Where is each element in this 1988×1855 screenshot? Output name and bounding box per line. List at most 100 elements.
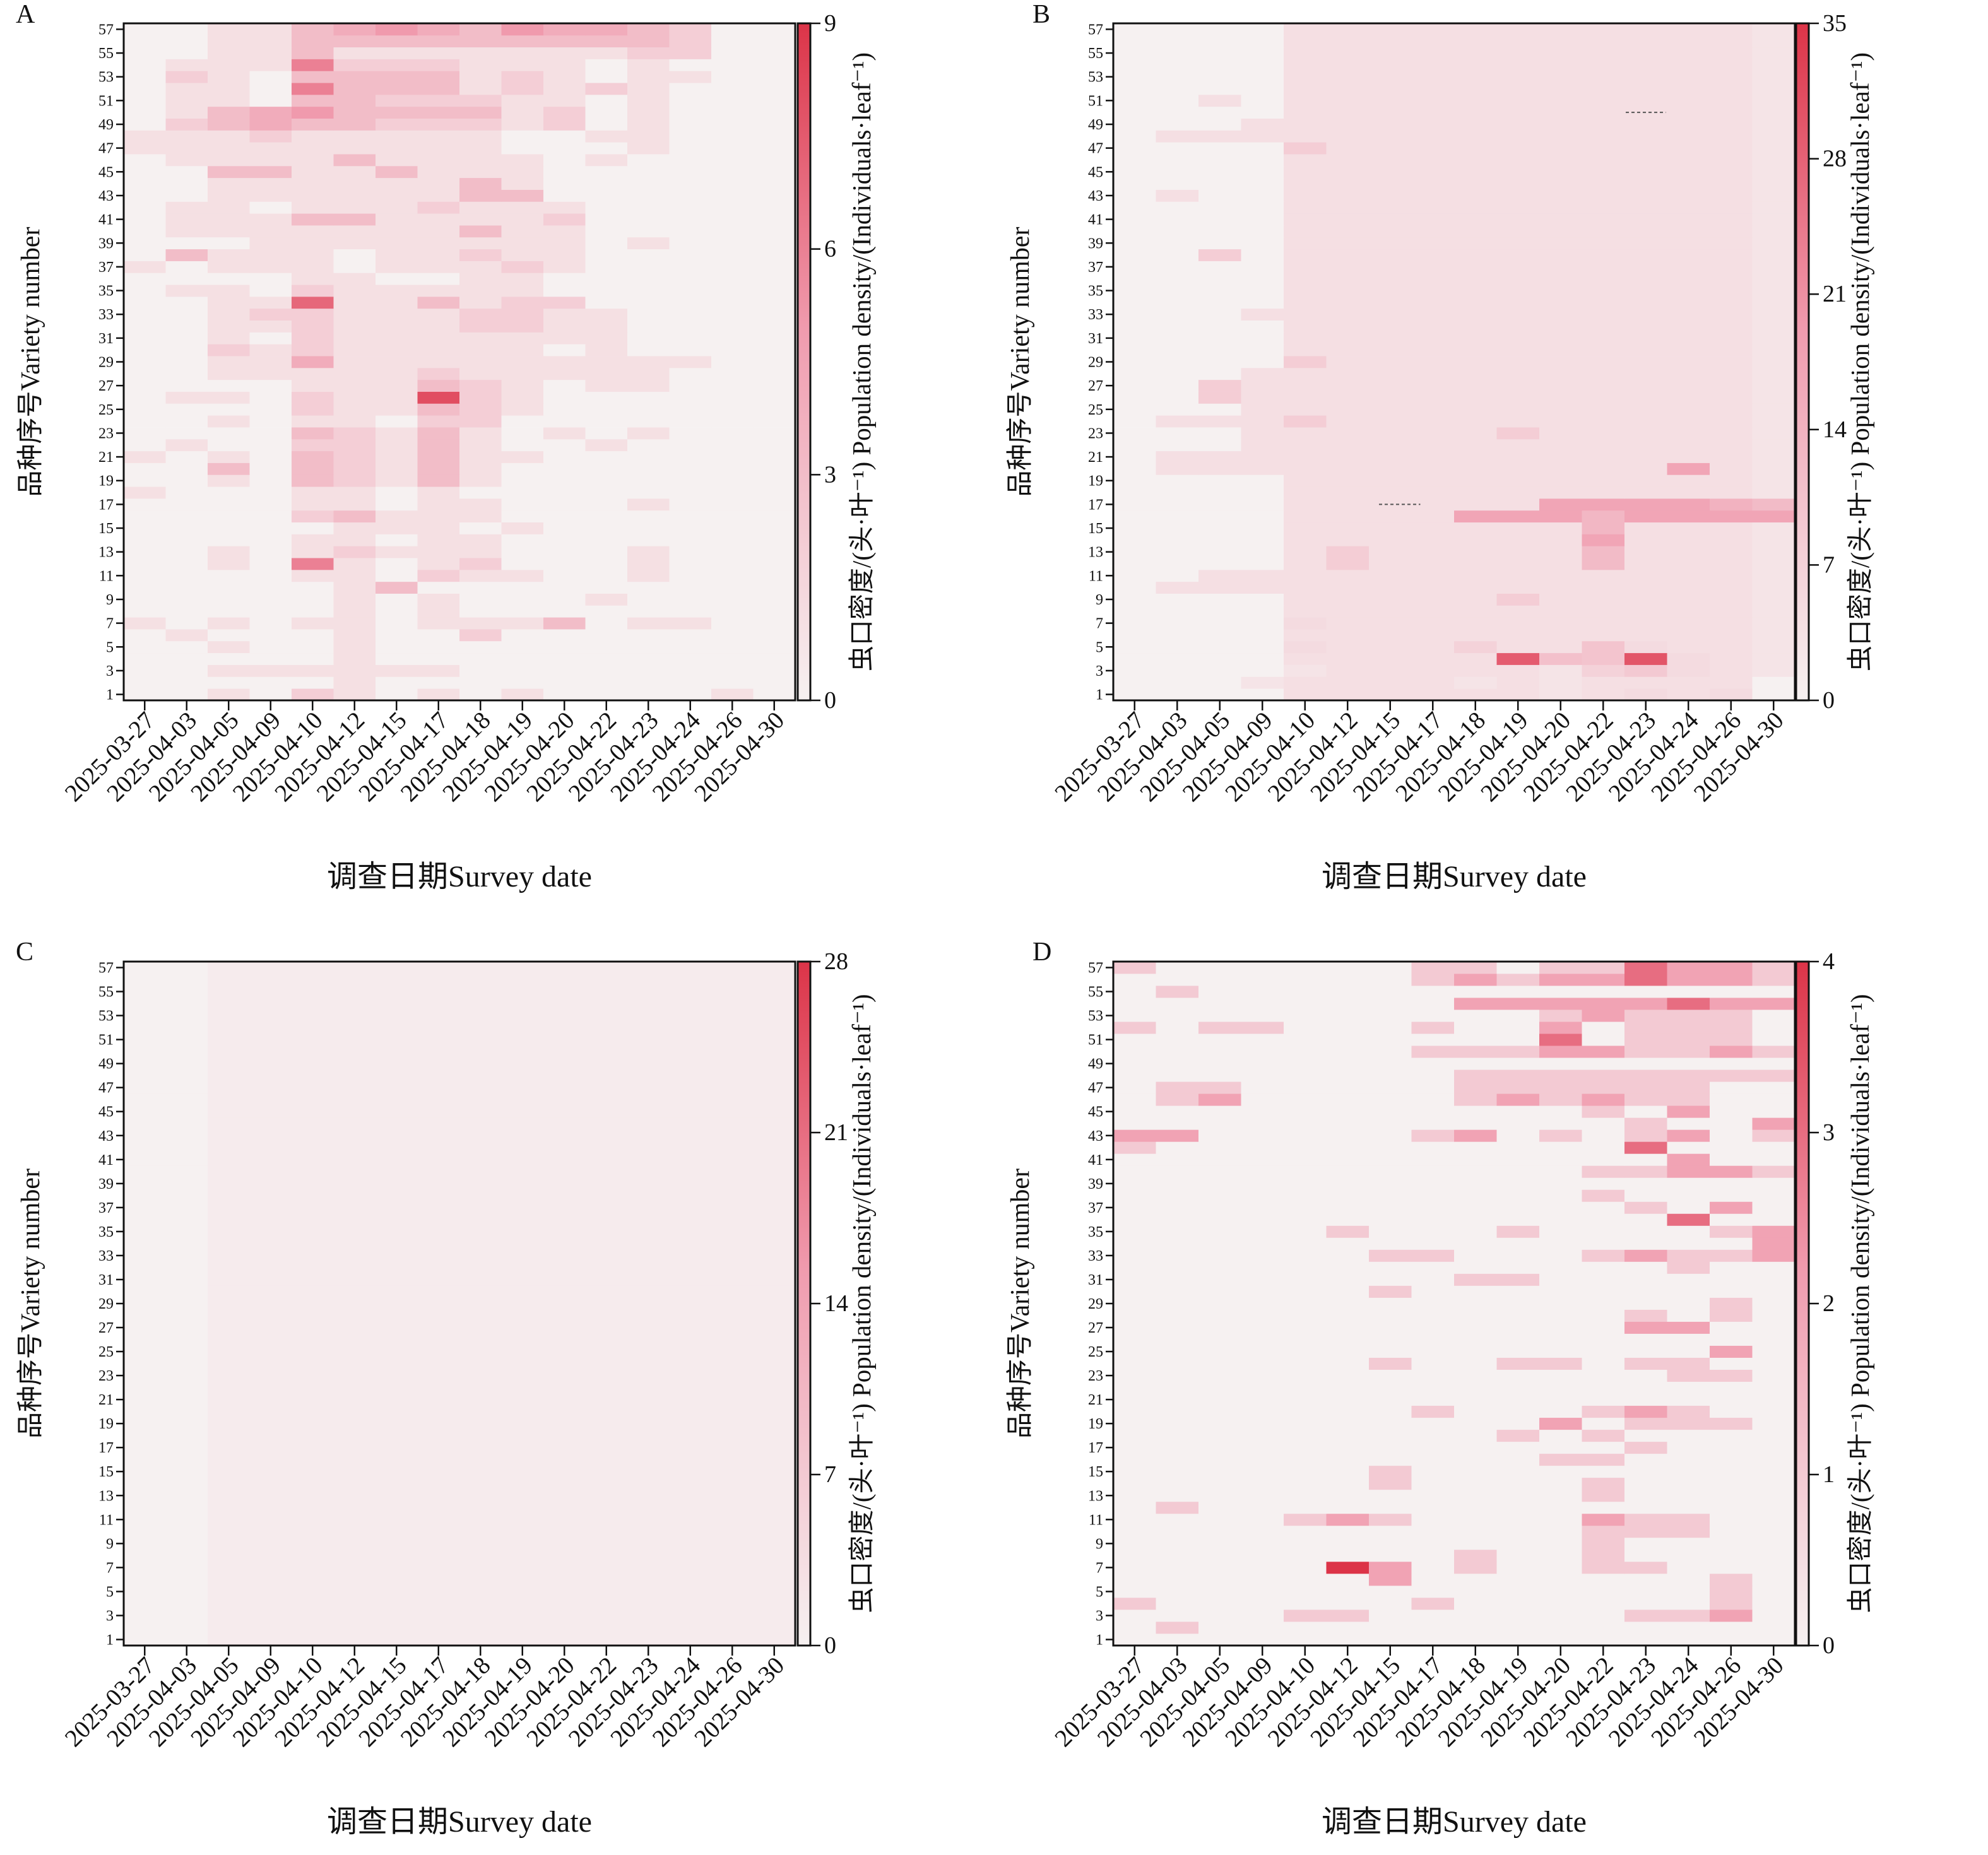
heatmap-cell-B-55-7: [1369, 47, 1412, 59]
heatmap-cell-A-19-12: [585, 474, 628, 487]
heatmap-cell-B-23-8: [1411, 427, 1455, 440]
heatmap-cell-C-53-6: [333, 1010, 376, 1022]
heatmap-cell-B-35-12: [1582, 285, 1625, 297]
panel-label-A: A: [16, 0, 35, 29]
y-tick-label-C-13: 13: [98, 1488, 114, 1504]
heatmap-cell-B-32-6: [1326, 320, 1370, 333]
heatmap-cell-B-13-16: [1752, 546, 1796, 558]
heatmap-cell-B-28-1: [1113, 367, 1156, 380]
heatmap-cell-A-53-7: [376, 71, 418, 83]
heatmap-cell-C-18-12: [585, 1429, 628, 1442]
heatmap-cell-C-24-15: [711, 1357, 754, 1370]
heatmap-cell-D-13-11: [1539, 1489, 1582, 1502]
heatmap-cell-A-39-7: [376, 237, 418, 250]
y-tick-label-A-57: 57: [98, 21, 114, 38]
heatmap-cell-D-16-16: [1752, 1453, 1796, 1466]
heatmap-cell-B-15-5: [1284, 522, 1327, 534]
heatmap-cell-C-46-5: [292, 1093, 334, 1106]
heatmap-cell-A-34-2: [165, 296, 208, 309]
heatmap-cell-C-32-13: [627, 1261, 670, 1274]
heatmap-cell-B-8-12: [1582, 605, 1625, 618]
heatmap-cell-A-54-13: [627, 59, 670, 71]
heatmap-cell-A-48-9: [459, 130, 502, 143]
heatmap-cell-D-4-4: [1241, 1597, 1284, 1610]
heatmap-cell-D-14-5: [1284, 1477, 1327, 1490]
heatmap-cell-D-49-1: [1113, 1057, 1156, 1070]
heatmap-cell-A-30-5: [292, 344, 334, 356]
heatmap-cell-C-18-9: [459, 1429, 502, 1442]
heatmap-cell-A-19-4: [249, 474, 292, 487]
heatmap-cell-A-17-14: [669, 498, 712, 511]
heatmap-cell-C-53-9: [459, 1010, 502, 1022]
heatmap-cell-B-16-8: [1411, 510, 1455, 523]
heatmap-cell-A-18-12: [585, 486, 628, 499]
heatmap-cell-C-45-9: [459, 1105, 502, 1118]
heatmap-cell-D-26-16: [1752, 1333, 1796, 1346]
heatmap-cell-B-40-9: [1454, 225, 1497, 238]
heatmap-cell-C-51-8: [417, 1034, 460, 1046]
heatmap-cell-B-45-16: [1752, 165, 1796, 179]
heatmap-cell-B-42-8: [1411, 201, 1455, 214]
heatmap-cell-B-12-3: [1198, 558, 1241, 570]
heatmap-cell-B-53-16: [1752, 71, 1796, 83]
heatmap-cell-B-41-14: [1667, 213, 1710, 226]
heatmap-cell-A-40-1: [124, 225, 166, 238]
heatmap-cell-B-35-2: [1156, 285, 1199, 297]
heatmap-cell-B-33-9: [1454, 308, 1497, 321]
heatmap-cell-C-27-13: [627, 1321, 670, 1334]
heatmap-cell-C-3-11: [543, 1609, 586, 1622]
heatmap-cell-C-4-10: [501, 1597, 544, 1610]
heatmap-cell-C-37-11: [543, 1201, 586, 1214]
heatmap-cell-A-21-11: [543, 450, 586, 463]
heatmap-cell-D-51-12: [1582, 1034, 1625, 1046]
heatmap-cell-B-34-14: [1667, 296, 1710, 309]
heatmap-cell-A-5-1: [124, 640, 166, 654]
heatmap-cell-A-39-15: [711, 237, 754, 250]
heatmap-cell-C-23-16: [753, 1369, 796, 1382]
heatmap-cell-B-24-5: [1284, 415, 1327, 428]
heatmap-cell-A-28-2: [165, 367, 208, 380]
heatmap-cell-D-38-14: [1667, 1189, 1710, 1202]
heatmap-cell-D-13-12: [1582, 1489, 1625, 1502]
heatmap-cell-C-31-3: [208, 1273, 250, 1286]
heatmap-cell-A-27-5: [292, 379, 334, 392]
heatmap-cell-C-21-9: [459, 1393, 502, 1406]
heatmap-cell-A-26-6: [333, 391, 376, 404]
heatmap-cell-A-8-4: [249, 605, 292, 618]
heatmap-cell-D-33-2: [1156, 1249, 1199, 1262]
heatmap-cell-C-13-16: [753, 1489, 796, 1502]
heatmap-cell-B-44-15: [1710, 177, 1753, 190]
heatmap-cell-A-55-10: [501, 47, 544, 59]
heatmap-cell-A-22-15: [711, 439, 754, 452]
heatmap-cell-B-10-5: [1284, 581, 1327, 594]
heatmap-cell-C-8-13: [627, 1549, 670, 1562]
heatmap-cell-B-55-4: [1241, 47, 1284, 59]
heatmap-cell-C-22-14: [669, 1381, 712, 1394]
heatmap-cell-A-45-9: [459, 165, 502, 179]
heatmap-cell-C-26-4: [249, 1333, 292, 1346]
heatmap-cell-A-44-9: [459, 177, 502, 190]
heatmap-cell-B-29-15: [1710, 356, 1753, 368]
heatmap-cell-A-30-3: [208, 344, 250, 356]
heatmap-cell-A-34-5: [292, 296, 334, 309]
heatmap-cell-C-30-11: [543, 1285, 586, 1298]
heatmap-cell-D-33-16: [1752, 1249, 1796, 1262]
y-tick-label-D-27: 27: [1088, 1320, 1103, 1336]
heatmap-cell-C-42-12: [585, 1141, 628, 1154]
heatmap-cell-D-56-1: [1113, 974, 1156, 986]
heatmap-cell-D-28-2: [1156, 1309, 1199, 1322]
heatmap-cell-C-54-6: [333, 998, 376, 1010]
heatmap-cell-A-52-13: [627, 83, 670, 95]
heatmap-cell-B-43-4: [1241, 189, 1284, 202]
heatmap-cell-D-27-3: [1198, 1321, 1241, 1334]
heatmap-cell-C-26-16: [753, 1333, 796, 1346]
heatmap-cell-D-15-11: [1539, 1465, 1582, 1478]
heatmap-cell-B-28-3: [1198, 367, 1241, 380]
heatmap-cell-C-29-8: [417, 1297, 460, 1310]
heatmap-cell-C-45-4: [249, 1105, 292, 1118]
heatmap-cell-B-27-4: [1241, 379, 1284, 392]
heatmap-cell-B-6-3: [1198, 629, 1241, 642]
heatmap-cell-C-1-12: [585, 1633, 628, 1646]
heatmap-cell-A-8-5: [292, 605, 334, 618]
heatmap-cell-A-56-12: [585, 35, 628, 48]
